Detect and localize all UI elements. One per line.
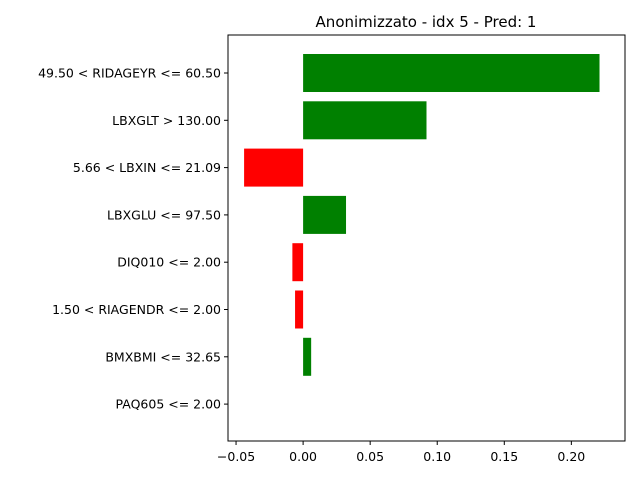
y-axis: 49.50 < RIDAGEYR <= 60.50 LBXGLT > 130.00… xyxy=(38,66,228,412)
x-tick-label: 0.05 xyxy=(356,449,384,464)
bar xyxy=(292,243,304,282)
x-tick-label: −0.05 xyxy=(217,449,255,464)
bar xyxy=(303,101,427,140)
y-tick-label: PAQ605 <= 2.00 xyxy=(116,397,222,412)
bar xyxy=(244,148,304,187)
x-tick-label: 0.10 xyxy=(423,449,451,464)
y-tick-label: BMXBMI <= 32.65 xyxy=(105,349,221,364)
x-tick-label: 0.20 xyxy=(557,449,585,464)
y-tick-label: 1.50 < RIAGENDR <= 2.00 xyxy=(52,302,221,317)
bar xyxy=(303,54,600,92)
x-tick-label: 0.00 xyxy=(289,449,317,464)
bar xyxy=(303,337,312,376)
bar xyxy=(303,195,347,234)
x-tick-label: 0.15 xyxy=(490,449,518,464)
y-tick-label: 49.50 < RIDAGEYR <= 60.50 xyxy=(38,66,221,81)
bar xyxy=(295,290,304,329)
y-tick-label: LBXGLT > 130.00 xyxy=(112,113,221,128)
y-tick-label: DIQ010 <= 2.00 xyxy=(117,255,221,270)
x-axis: −0.05 0.00 0.05 0.10 0.15 0.20 xyxy=(217,441,585,464)
y-tick-label: LBXGLU <= 97.50 xyxy=(107,207,221,222)
plot-area-frame xyxy=(227,34,626,442)
bars xyxy=(244,54,600,376)
y-tick-label: 5.66 < LBXIN <= 21.09 xyxy=(73,160,221,175)
chart-title: Anonimizzato - idx 5 - Pred: 1 xyxy=(316,13,537,31)
